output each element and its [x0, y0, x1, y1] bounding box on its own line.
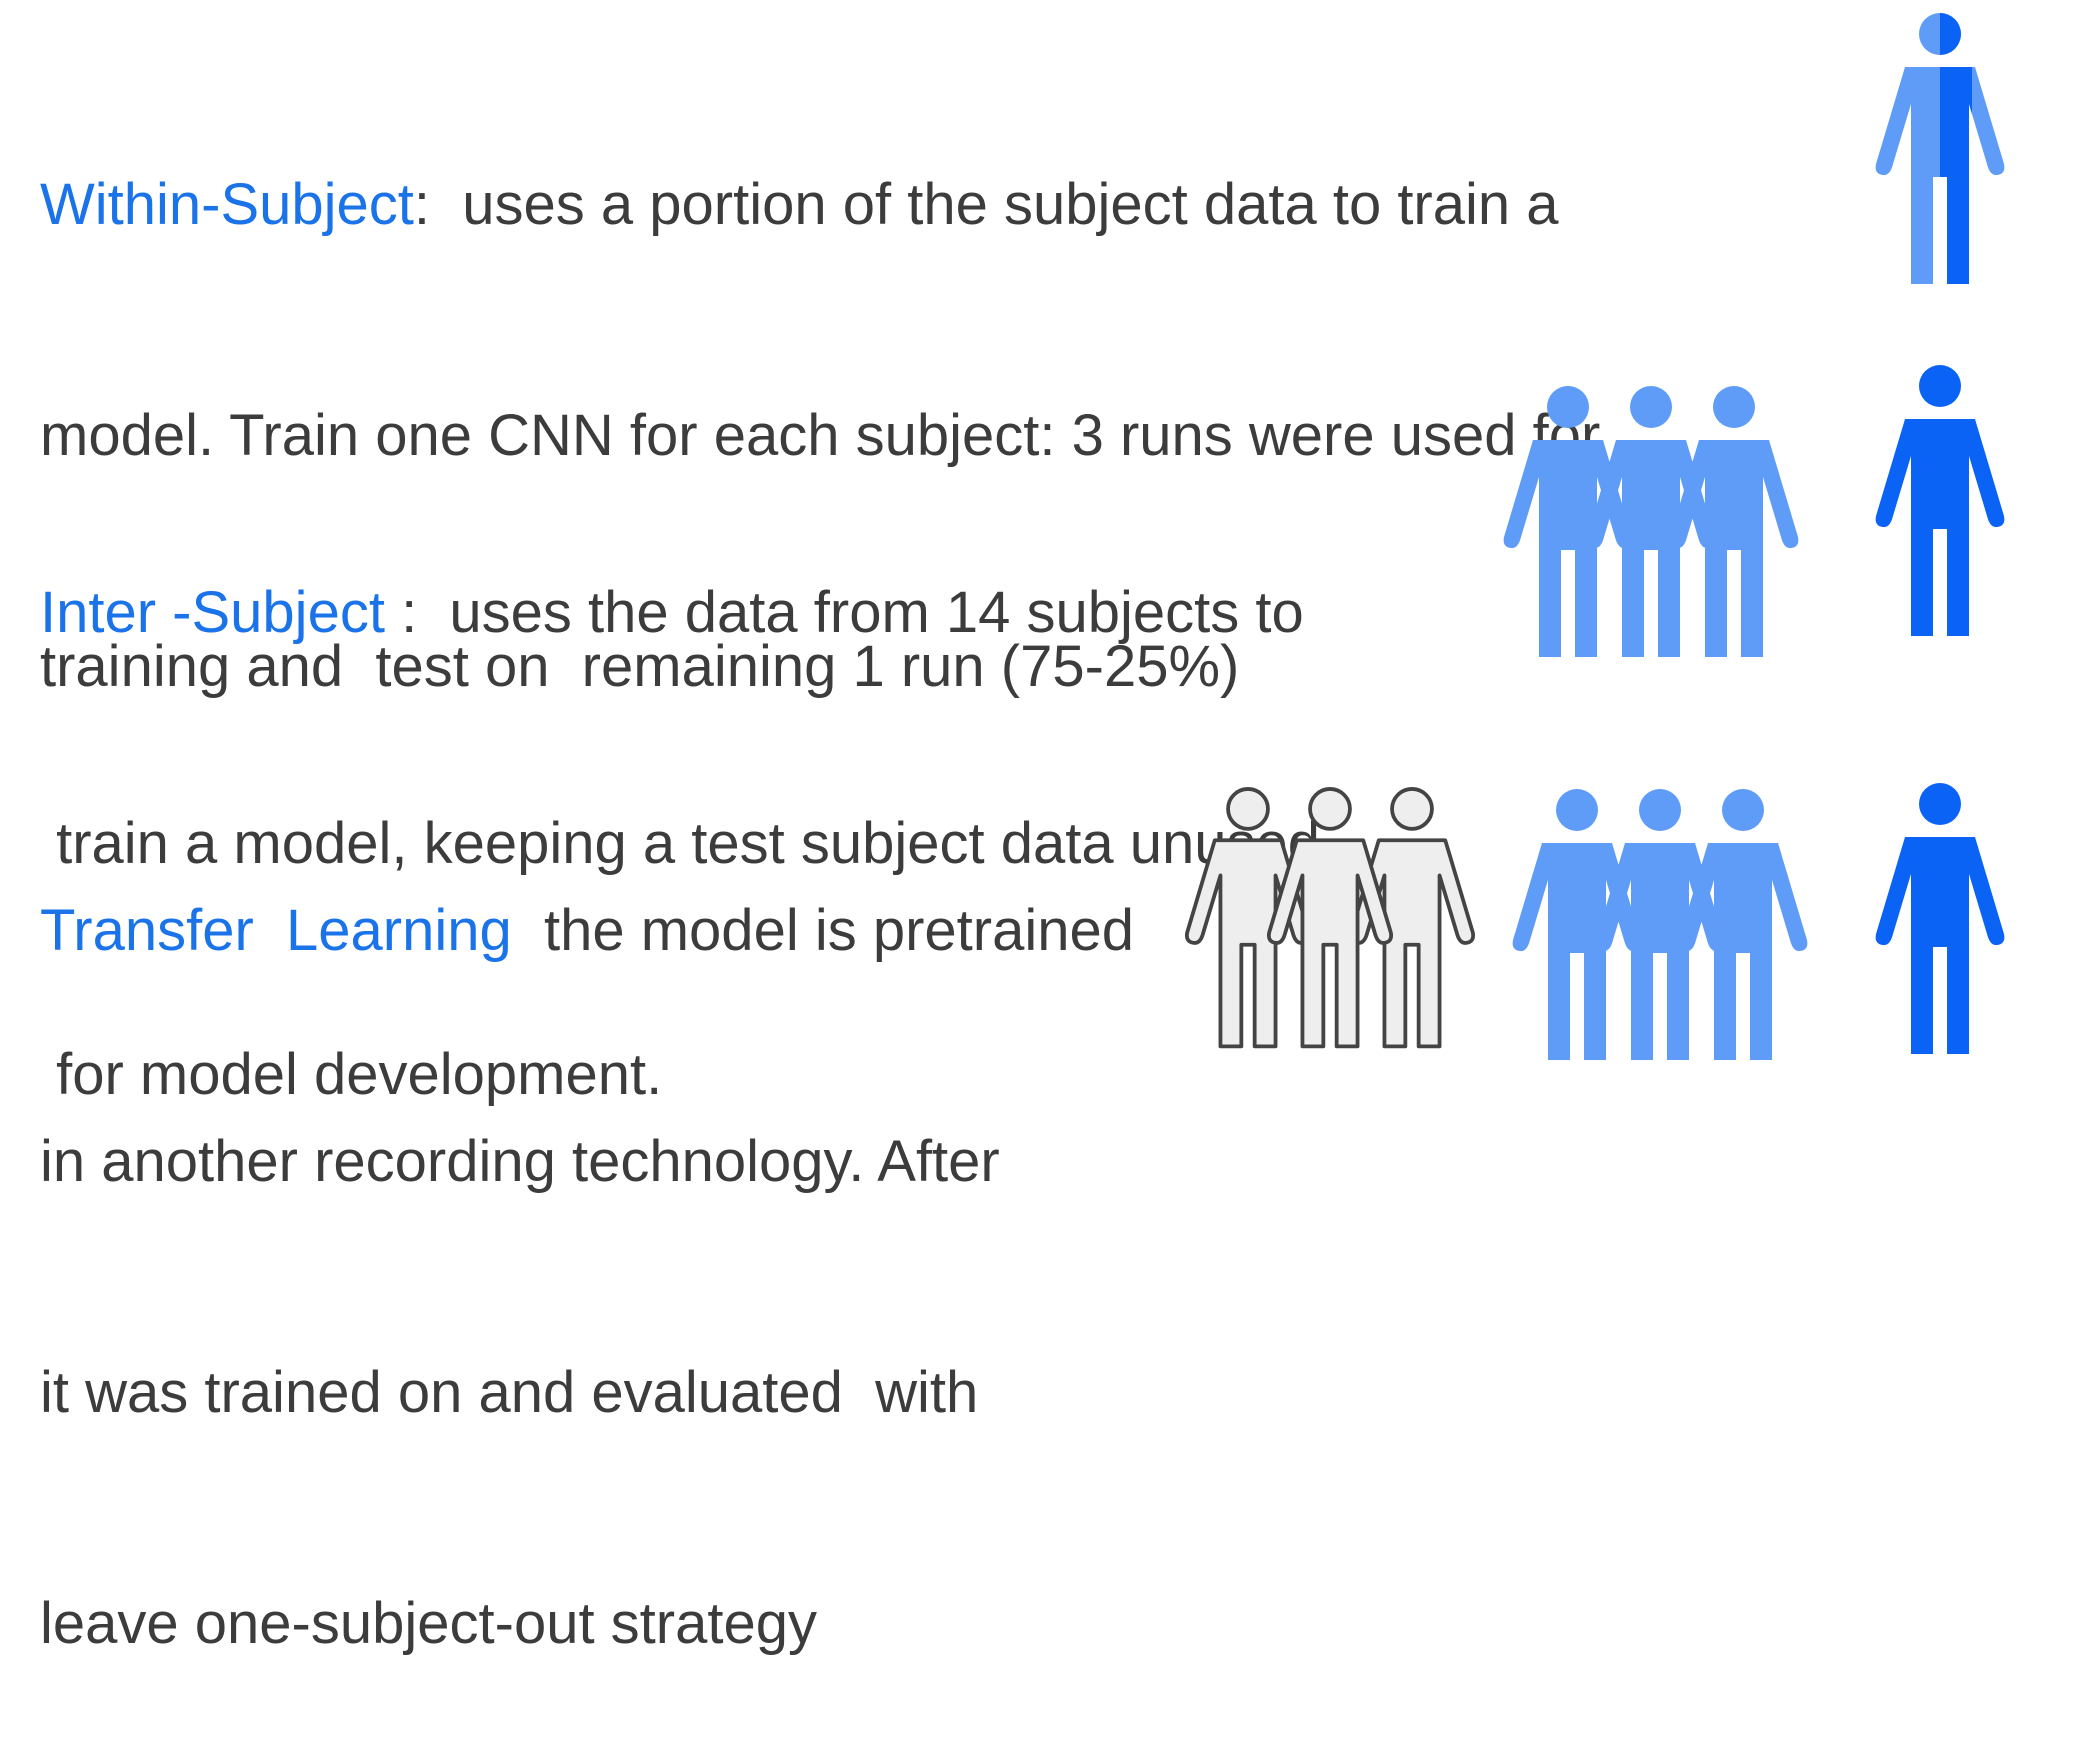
inter-line-2: train a model, keeping a test subject da…	[40, 811, 1321, 876]
single-person-icon	[1875, 365, 2005, 636]
inter-line-1: Inter -Subject : uses the data from 14 s…	[40, 574, 1320, 651]
within-line-3: training and test on remaining 1 run (75…	[40, 634, 1240, 699]
transfer-line-1-rest: the model is pretrained	[511, 898, 1134, 963]
group-of-three-people-icon	[1503, 386, 1799, 657]
people-icons	[1184, 13, 2005, 1060]
transfer-line-3: it was trained on and evaluated with	[40, 1360, 979, 1425]
transfer-line-2: in another recording technology. After	[40, 1129, 1000, 1194]
transfer-learning-term: Transfer Learning	[40, 898, 512, 963]
transfer-test-person-icon	[1875, 783, 2005, 1054]
transfer-line-1: Transfer Learning the model is pretraine…	[40, 892, 1134, 969]
within-line-2: model. Train one CNN for each subject: 3…	[40, 403, 1601, 468]
outlined-group-of-three-people-icon	[1184, 787, 1476, 1049]
inter-subject-description: Inter -Subject : uses the data from 14 s…	[40, 420, 1320, 1190]
within-line-1-rest: : uses a portion of the subject data to …	[413, 172, 1559, 237]
within-line-1: Within-Subject: uses a portion of the su…	[40, 166, 1600, 243]
within-subject-description: Within-Subject: uses a portion of the su…	[40, 12, 1600, 782]
inter-line-1-rest: : uses the data from 14 subjects to	[384, 580, 1304, 645]
inter-subject-term: Inter -Subject	[40, 580, 385, 645]
half-shaded-person-icon	[1875, 13, 2005, 284]
transfer-line-4: leave one-subject-out strategy	[40, 1591, 817, 1656]
within-subject-term: Within-Subject	[40, 172, 414, 237]
transfer-training-group-icon	[1512, 789, 1808, 1060]
